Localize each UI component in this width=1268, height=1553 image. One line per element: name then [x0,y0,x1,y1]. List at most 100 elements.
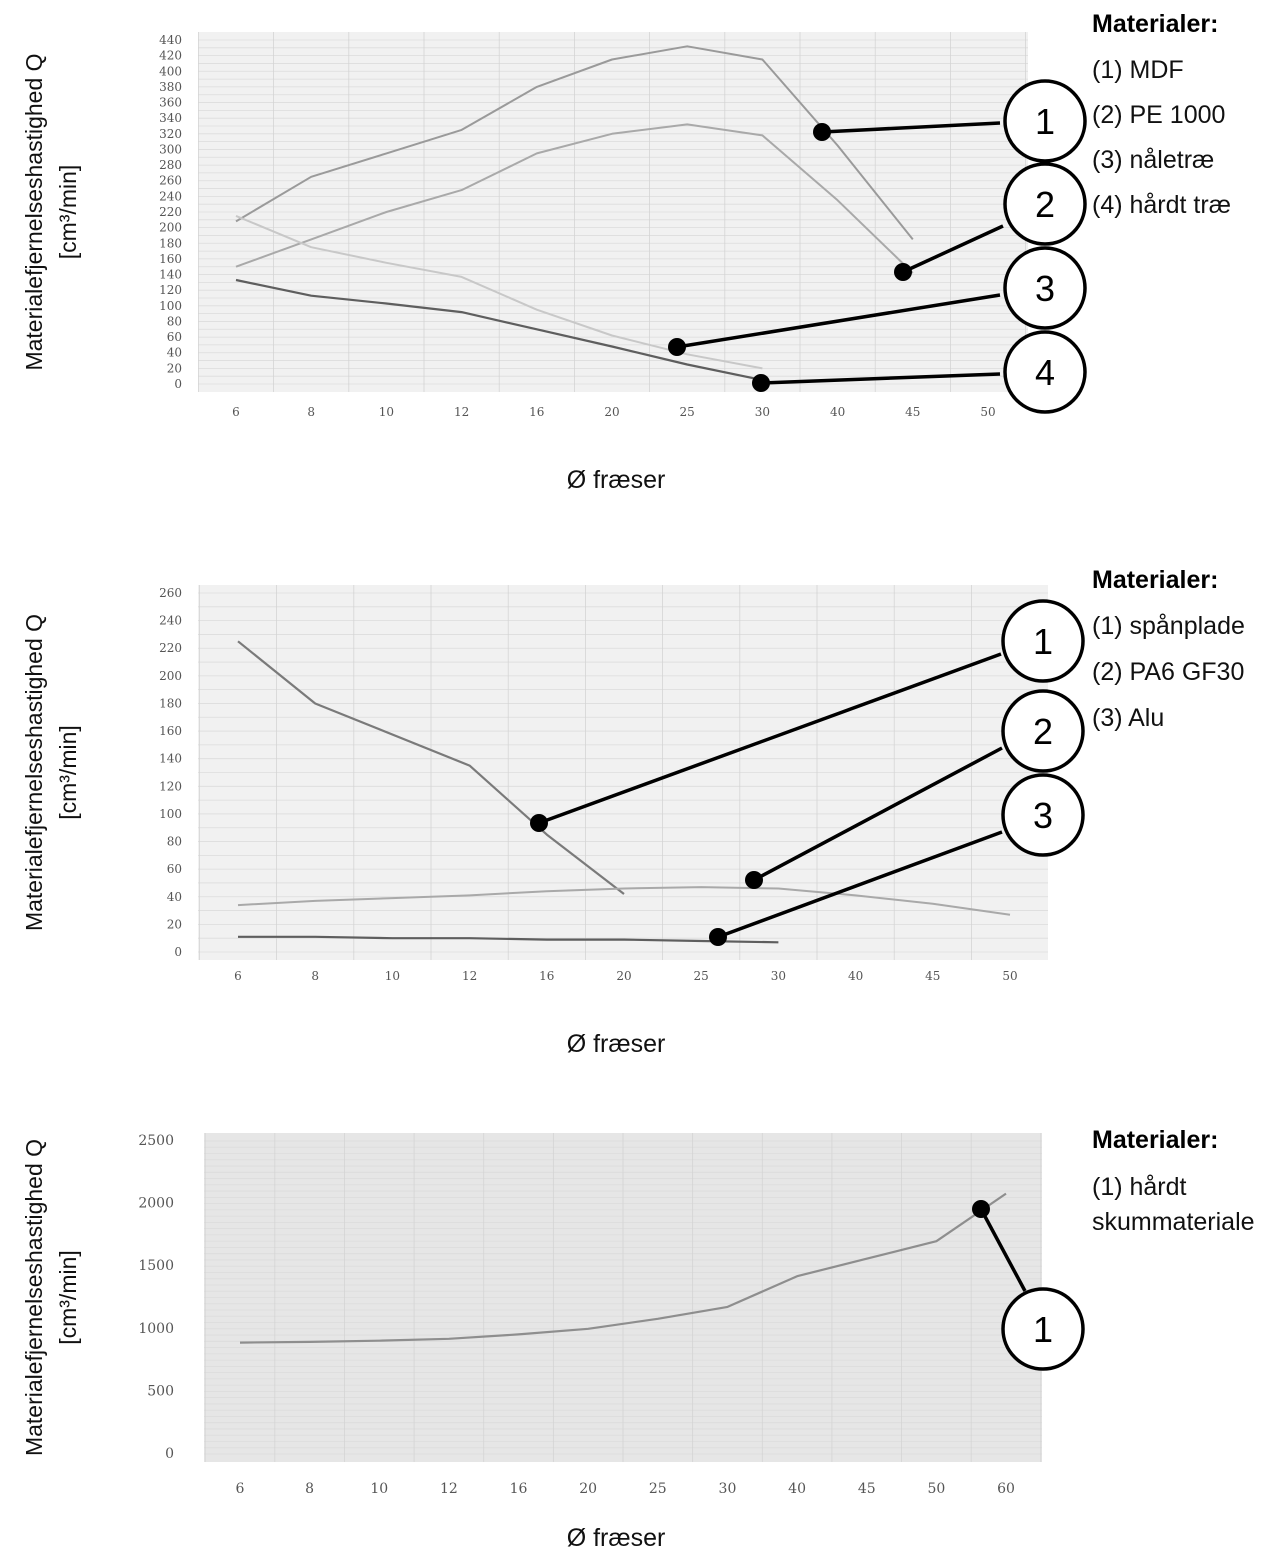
x-tick-label: 40 [788,1481,806,1497]
x-tick-label: 20 [604,405,619,419]
x-tick-label: 8 [311,969,319,983]
x-tick-label: 45 [905,405,920,419]
callout-number: 2 [1035,184,1055,225]
callout-number: 1 [1033,621,1053,662]
callout-leader-line [717,830,1003,939]
x-tick-label: 10 [385,969,400,983]
x-tick-label: 20 [579,1481,597,1497]
callout-1: 1 [972,1200,1085,1371]
callout-marker-dot [668,338,686,356]
chart-1: 0204060801001201401601802002202402602803… [21,10,1231,494]
x-tick-label: 50 [1002,969,1017,983]
callout-number: 3 [1035,268,1055,309]
y-tick-label: 260 [159,174,182,188]
series-line-1 [237,640,625,895]
y-tick-label: 20 [167,361,182,375]
y-tick-label: 40 [167,346,182,360]
callout-number: 1 [1035,101,1055,142]
y-tick-label: 1500 [138,1258,174,1274]
x-tick-label: 25 [649,1481,667,1497]
x-tick-label: 60 [997,1481,1015,1497]
x-tick-label: 50 [927,1481,945,1497]
y-axis-label: Materialefjernelseshastighed Q [21,1139,47,1456]
legend-item: (4) hårdt træ [1092,191,1231,219]
callout-marker-dot [745,871,763,889]
callout-number: 1 [1033,1309,1053,1350]
legend-item: (2) PA6 GF30 [1092,658,1244,686]
y-tick-label: 400 [159,64,182,78]
x-axis-label: Ø fræser [567,1030,666,1058]
callout-number: 3 [1033,795,1053,836]
legend-title: Materialer: [1092,566,1218,594]
x-tick-label: 8 [305,1481,314,1497]
callout-leader-line [760,372,1001,385]
y-tick-label: 180 [159,236,182,250]
gridlines [197,32,1028,392]
y-tick-label: 420 [159,49,182,63]
x-tick-label: 10 [370,1481,388,1497]
x-tick-label: 6 [232,405,240,419]
series-line-1 [235,45,914,241]
x-tick-label: 30 [719,1481,737,1497]
callout-leader-line [676,293,1001,349]
series-line-3 [238,935,779,944]
callout-2: 2 [894,162,1087,281]
legend-item: (1) MDF [1092,56,1184,84]
y-tick-label: 220 [159,641,182,655]
y-tick-label: 20 [167,917,182,931]
callout-marker-dot [709,928,727,946]
y-tick-label: 100 [159,299,182,313]
legend-item: (2) PE 1000 [1092,101,1225,129]
y-tick-label: 160 [159,724,182,738]
callout-leader-line [979,1208,1027,1292]
gridlines [204,1133,1042,1462]
callout-circle [1003,162,1087,246]
y-axis-unit-label: [cm³/min] [55,725,81,820]
y-tick-label: 440 [159,33,182,47]
series-line-1 [239,1192,1007,1344]
x-tick-label: 12 [440,1481,458,1497]
y-axis-label: Materialefjernelseshastighed Q [21,614,47,931]
y-tick-label: 360 [159,96,182,110]
y-tick-label: 120 [159,779,182,793]
callout-circle [1001,1287,1085,1371]
callout-marker-dot [972,1200,990,1218]
x-tick-label: 45 [858,1481,876,1497]
legend: Materialer: (1) spånplade (2) PA6 GF30 (3) … [1092,566,1245,732]
legend-item: (1) hårdt [1092,1173,1187,1201]
y-tick-label: 140 [159,752,182,766]
callout-marker-dot [894,263,912,281]
x-tick-label: 10 [379,405,394,419]
x-tick-label: 45 [925,969,940,983]
y-tick-label: 280 [159,158,182,172]
callout-marker-dot [752,374,770,392]
y-tick-label: 60 [167,330,182,344]
y-tick-label: 240 [159,614,182,628]
x-tick-label: 25 [694,969,709,983]
x-tick-label: 40 [830,405,845,419]
legend-item: (1) spånplade [1092,612,1245,640]
callout-1: 1 [530,599,1085,832]
x-tick-label: 16 [510,1481,528,1497]
callout-circle [1003,330,1087,414]
callout-marker-dot [530,814,548,832]
x-tick-label: 12 [462,969,477,983]
legend-item: skummateriale [1092,1208,1255,1236]
y-tick-label: 300 [159,142,182,156]
x-tick-label: 30 [755,405,770,419]
series-line-2 [237,886,1011,916]
legend-item: (3) Alu [1092,704,1164,732]
callout-4: 4 [752,330,1087,414]
y-tick-label: 180 [159,696,182,710]
y-tick-label: 2000 [138,1196,174,1212]
callout-circle [1003,79,1087,163]
y-tick-label: 80 [167,835,182,849]
callout-marker-dot [813,123,831,141]
legend: Materialer: (1) hårdt skummateriale [1092,1126,1255,1236]
y-tick-label: 260 [159,586,182,600]
x-tick-label: 16 [529,405,544,419]
y-axis-unit-label: [cm³/min] [55,165,81,260]
y-tick-label: 0 [165,1446,174,1462]
